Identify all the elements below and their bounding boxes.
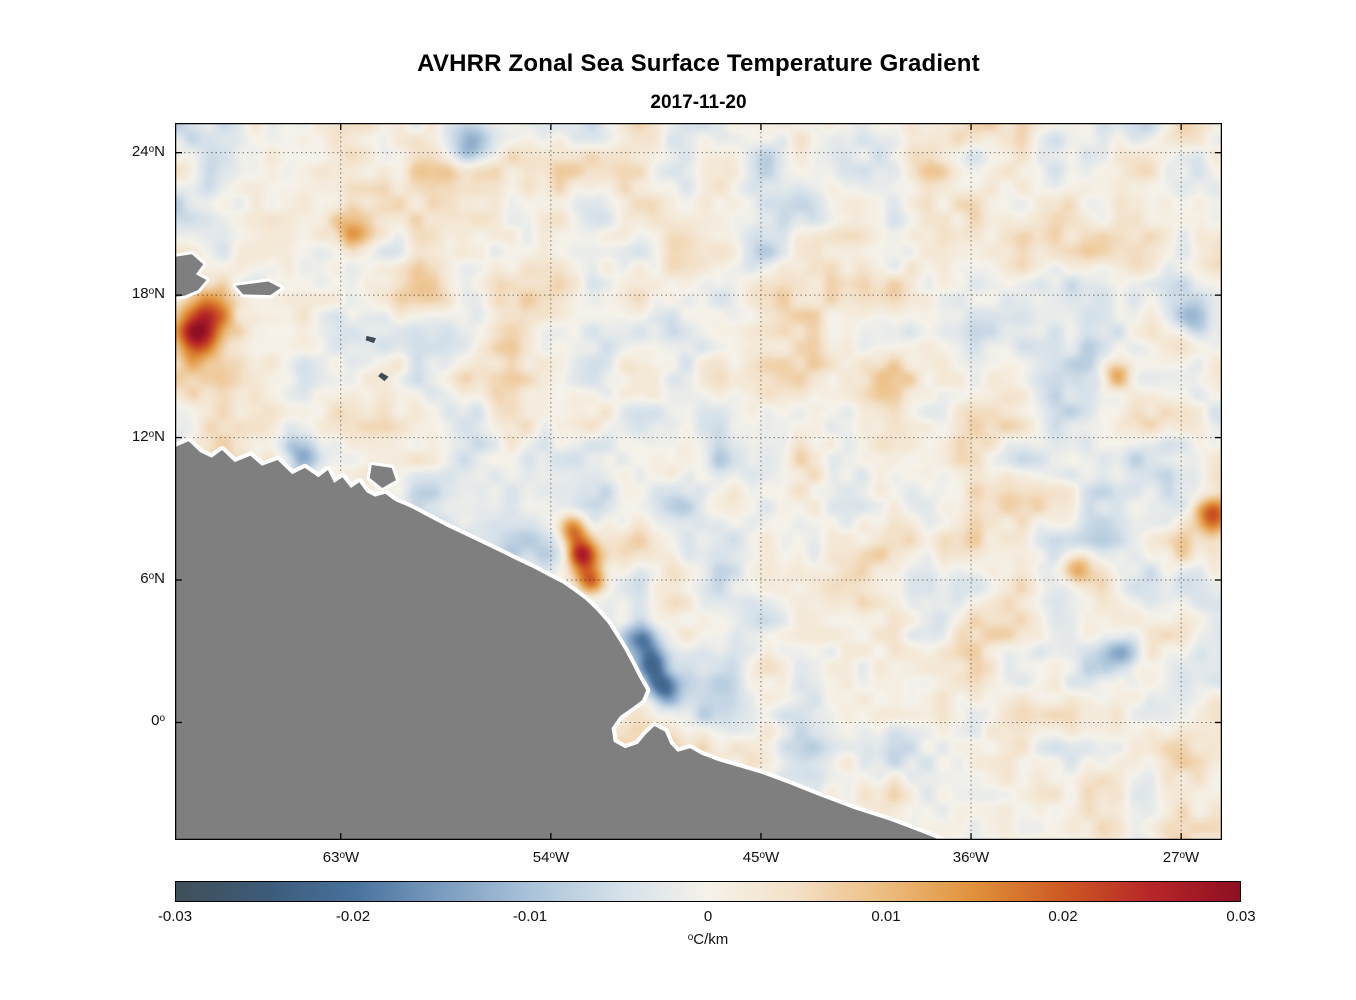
y-tick-label: 6oN [140, 570, 165, 587]
colorbar-tick-label: -0.03 [157, 908, 193, 925]
x-tick-label: 63oW [322, 849, 360, 866]
colorbar-tick-label: -0.01 [512, 908, 548, 925]
colorbar-tick-label: 0.01 [871, 908, 901, 925]
land-island [232, 278, 284, 299]
colorbar-tick-label: 0.03 [1226, 908, 1256, 925]
y-tick-label: 12oN [131, 428, 165, 445]
colorbar-tick-label: 0 [703, 908, 713, 925]
x-tick-label: 27oW [1162, 849, 1200, 866]
y-tick-label: 0o [151, 712, 165, 729]
map-plot [175, 123, 1222, 840]
land-mainland [175, 437, 945, 840]
colorbar [175, 881, 1241, 902]
colorbar-unit-label: oC/km [687, 931, 729, 948]
x-tick-label: 36oW [952, 849, 990, 866]
colorbar-tick-label: -0.02 [335, 908, 371, 925]
chart-subtitle: 2017-11-20 [650, 92, 747, 113]
chart-title: AVHRR Zonal Sea Surface Temperature Grad… [417, 50, 980, 77]
small-island [365, 335, 376, 344]
plot-frame [175, 123, 1222, 840]
x-tick-label: 54oW [532, 849, 570, 866]
small-island [378, 372, 389, 382]
land-island [366, 462, 399, 491]
y-tick-label: 24oN [131, 143, 165, 160]
map-overlay [175, 123, 1222, 840]
x-tick-label: 45oW [742, 849, 780, 866]
land-island [175, 251, 210, 300]
y-tick-label: 18oN [131, 285, 165, 302]
colorbar-tick-label: 0.02 [1048, 908, 1078, 925]
